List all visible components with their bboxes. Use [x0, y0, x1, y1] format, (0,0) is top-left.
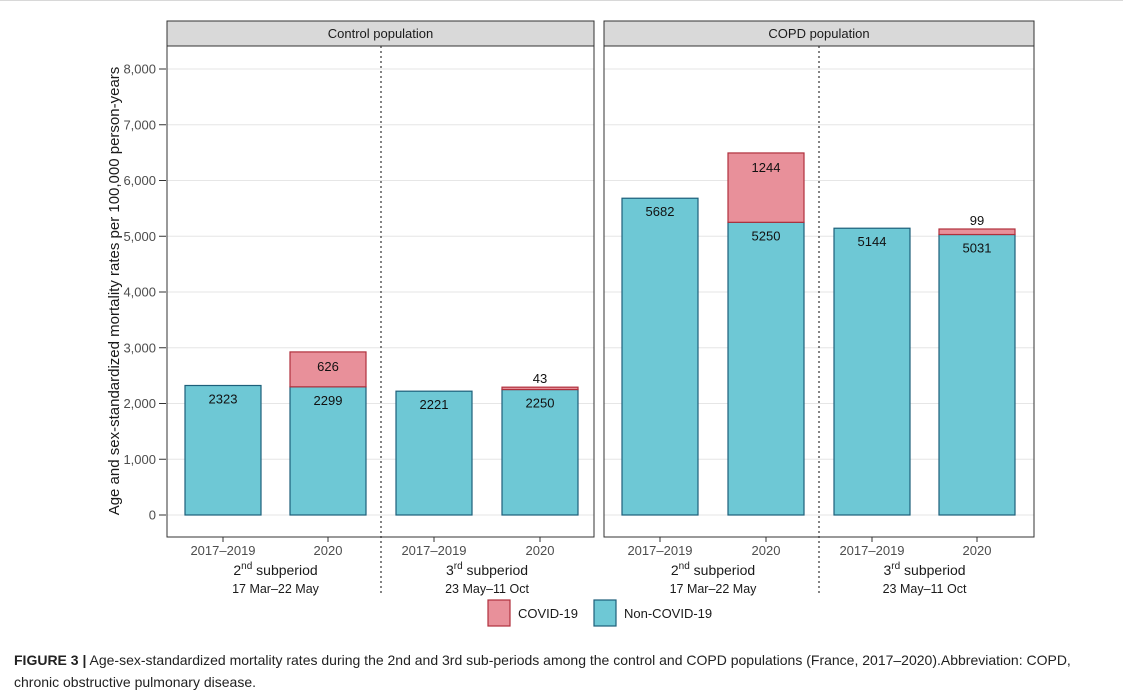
x-tick-label: 2020 — [963, 543, 992, 558]
subperiod-dates: 17 Mar–22 May — [232, 582, 320, 596]
caption-label: FIGURE 3 | — [14, 652, 87, 668]
bar-covid — [727, 152, 805, 223]
subperiod-dates: 23 May–11 Oct — [445, 582, 529, 596]
subperiod-dates: 17 Mar–22 May — [670, 582, 758, 596]
panel-strip — [166, 20, 595, 47]
bar-label-non-covid: 2221 — [420, 397, 449, 412]
y-tick-label: 1,000 — [123, 452, 156, 467]
bar-non-covid — [289, 386, 367, 516]
legend-swatch — [487, 599, 511, 627]
bar-non-covid — [938, 233, 1016, 516]
panel-border — [166, 45, 595, 538]
subperiod-superscript: rd — [454, 561, 463, 572]
y-tick-label: 2,000 — [123, 396, 156, 411]
y-tick-label: 4,000 — [123, 285, 156, 300]
subperiod-number: 2 — [671, 562, 679, 578]
subperiod-word: subperiod — [690, 562, 755, 578]
bar-label-covid: 1244 — [752, 160, 781, 175]
legend-label: COVID-19 — [518, 606, 578, 621]
caption-text: Age-sex-standardized mortality rates dur… — [14, 652, 1071, 690]
y-tick-label: 3,000 — [123, 340, 156, 355]
bar-label-covid: 99 — [970, 213, 984, 228]
x-tick-label: 2020 — [752, 543, 781, 558]
bar-covid — [501, 386, 579, 391]
panel-title: Control population — [328, 26, 434, 41]
subperiod-superscript: nd — [679, 561, 690, 572]
bar-non-covid — [395, 390, 473, 516]
y-tick-label: 0 — [149, 508, 156, 523]
subperiod-label: 2nd subperiod — [233, 561, 317, 578]
bar-label-non-covid: 5031 — [963, 241, 992, 256]
subperiod-superscript: nd — [241, 561, 252, 572]
bar-label-non-covid: 2250 — [526, 396, 555, 411]
subperiod-number: 2 — [233, 562, 241, 578]
bar-label-non-covid: 5144 — [858, 234, 887, 249]
bar-label-non-covid: 5682 — [646, 204, 675, 219]
bar-covid — [289, 351, 367, 388]
y-tick-label: 6,000 — [123, 173, 156, 188]
subperiod-label: 3rd subperiod — [446, 561, 528, 578]
chart: 0 1,000 2,000 3,000 4,000 5,000 6,000 7,000 8,00… — [106, 20, 1035, 627]
bar-label-covid: 43 — [533, 371, 547, 386]
subperiod-word: subperiod — [900, 562, 965, 578]
figure-caption: FIGURE 3 | Age-sex-standardized mortalit… — [14, 649, 1109, 693]
x-tick-label: 2017–2019 — [627, 543, 692, 558]
bar-label-non-covid: 2299 — [314, 393, 343, 408]
bar-non-covid — [621, 197, 699, 516]
subperiod-number: 3 — [883, 562, 891, 578]
x-tick-label: 2020 — [314, 543, 343, 558]
subperiod-word: subperiod — [463, 562, 528, 578]
bar-label-covid: 626 — [317, 359, 339, 374]
bar-covid — [938, 228, 1016, 236]
subperiod-label: 2nd subperiod — [671, 561, 755, 578]
x-tick-label: 2017–2019 — [401, 543, 466, 558]
panel-title: COPD population — [768, 26, 869, 41]
subperiod-word: subperiod — [252, 562, 317, 578]
y-tick-label: 7,000 — [123, 117, 156, 132]
bar-non-covid — [184, 384, 262, 516]
x-tick-label: 2017–2019 — [190, 543, 255, 558]
subperiod-superscript: rd — [891, 561, 900, 572]
panel-border — [603, 45, 1035, 538]
bar-label-non-covid: 5250 — [752, 228, 781, 243]
y-tick-label: 5,000 — [123, 229, 156, 244]
x-tick-label: 2020 — [526, 543, 555, 558]
bar-non-covid — [727, 221, 805, 516]
legend-label: Non-COVID-19 — [624, 606, 712, 621]
bar-non-covid — [833, 227, 911, 516]
x-tick-label: 2017–2019 — [839, 543, 904, 558]
panel-strip — [603, 20, 1035, 47]
subperiod-dates: 23 May–11 Oct — [883, 582, 967, 596]
legend-swatch — [593, 599, 617, 627]
subperiod-label: 3rd subperiod — [883, 561, 965, 578]
subperiod-number: 3 — [446, 562, 454, 578]
y-tick-label: 8,000 — [123, 62, 156, 77]
y-axis-title: Age and sex-standardized mortality rates… — [106, 67, 123, 516]
bar-label-non-covid: 2323 — [209, 391, 238, 406]
